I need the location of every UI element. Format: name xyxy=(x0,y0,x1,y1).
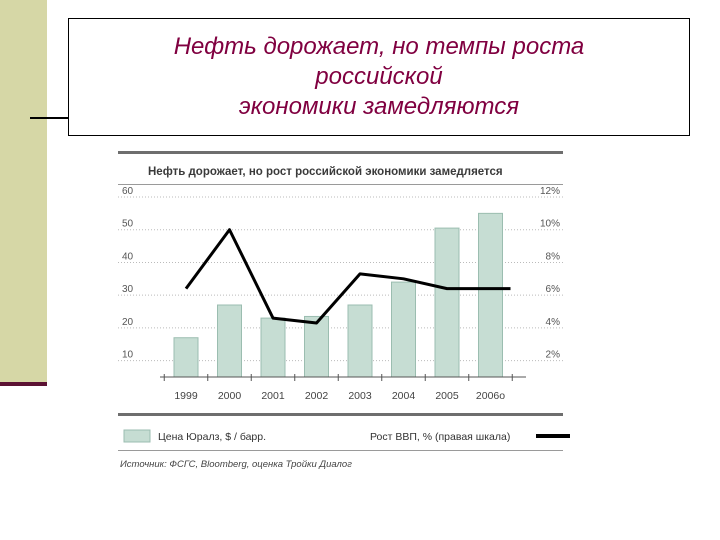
line-series xyxy=(184,228,511,325)
chart-panel: Нефть дорожает, но рост российской эконо… xyxy=(78,137,665,491)
right-tick-label: 6% xyxy=(546,284,561,295)
bar xyxy=(217,304,242,378)
left-tick-label: 20 xyxy=(122,317,134,328)
x-tick-label: 2003 xyxy=(348,390,372,402)
right-tick-label: 12% xyxy=(540,186,560,197)
legend-bar-swatch xyxy=(123,429,151,443)
bar xyxy=(304,315,329,378)
bar xyxy=(434,227,460,378)
left-tick-label: 30 xyxy=(122,284,134,295)
x-tick-label: 2006о xyxy=(476,390,505,402)
x-axis-labels: 1999 2000 2001 2002 2003 2004 2005 2006о xyxy=(174,390,505,402)
bar-series xyxy=(173,212,503,378)
gdp-growth-line xyxy=(184,228,511,325)
x-tick-label: 2000 xyxy=(218,390,242,402)
bar xyxy=(260,317,286,378)
decorative-line xyxy=(30,117,70,119)
x-tick-label: 2002 xyxy=(305,390,329,402)
combo-chart: Нефть дорожает, но рост российской эконо… xyxy=(118,151,570,470)
right-tick-label: 4% xyxy=(546,317,561,328)
left-tick-label: 10 xyxy=(122,350,134,361)
slide-title-line-3: экономики замедляются xyxy=(238,93,520,120)
slide-title-line-2: российской xyxy=(315,63,443,90)
x-tick-label: 2004 xyxy=(392,390,416,402)
bar xyxy=(391,281,416,378)
legend-line-label: Рост ВВП, % (правая шкала) xyxy=(370,431,510,443)
right-axis-ticks: 2% 4% 6% 8% 10% 12% xyxy=(540,186,560,361)
chart-title-rule xyxy=(118,184,563,185)
bar xyxy=(347,304,373,378)
slide-title-box: Нефть дорожает, но темпы роста российско… xyxy=(68,18,690,136)
x-tick-label: 2001 xyxy=(261,390,285,402)
decorative-side-bar xyxy=(0,0,47,383)
left-axis-ticks: 10 20 30 40 50 60 xyxy=(122,186,134,361)
decorative-side-rule xyxy=(0,382,47,386)
right-tick-label: 2% xyxy=(546,350,561,361)
bar xyxy=(173,337,199,378)
slide-title-line-1: Нефть дорожает, но темпы роста xyxy=(173,33,585,60)
x-tick-label: 2005 xyxy=(435,390,459,402)
chart-source-note: Источник: ФСГС, Bloomberg, оценка Тройки… xyxy=(120,459,352,470)
chart-title: Нефть дорожает, но рост российской эконо… xyxy=(148,166,503,178)
left-tick-label: 50 xyxy=(122,219,134,230)
bar xyxy=(478,212,503,378)
x-tick-label: 1999 xyxy=(174,390,198,402)
chart-top-rule xyxy=(118,151,563,154)
legend-top-rule xyxy=(118,413,563,416)
legend-bar-label: Цена Юралз, $ / барр. xyxy=(158,431,266,443)
right-tick-label: 10% xyxy=(540,219,560,230)
left-tick-label: 60 xyxy=(122,186,134,197)
x-axis-ticks xyxy=(163,374,513,381)
right-tick-label: 8% xyxy=(546,251,561,262)
left-tick-label: 40 xyxy=(122,251,134,262)
legend-bottom-rule xyxy=(118,450,563,451)
